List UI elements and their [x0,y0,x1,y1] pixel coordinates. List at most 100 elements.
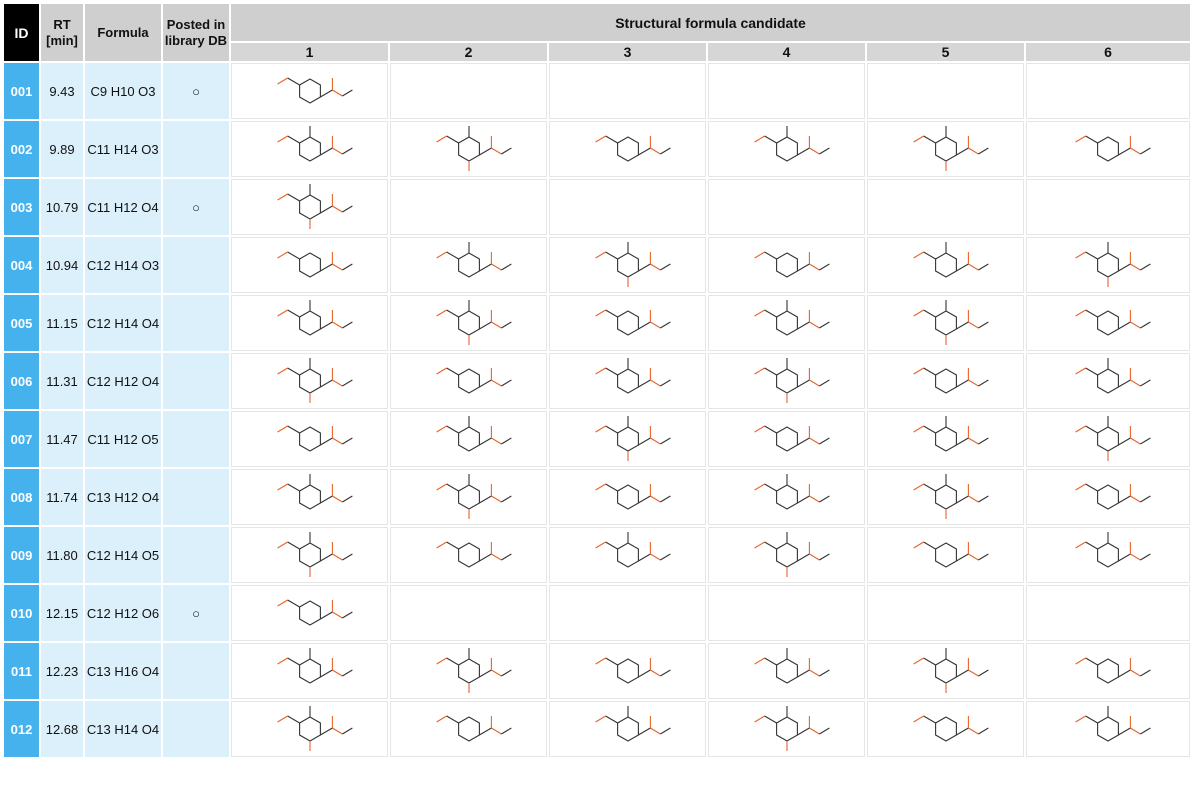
structure-image [391,122,546,176]
candidate-cell-4 [708,121,865,177]
candidate-cell-6 [1026,643,1190,699]
structure-image [1027,528,1189,582]
candidate-cell-3 [549,63,706,119]
structure-image [1027,354,1189,408]
candidate-cell-5 [867,63,1024,119]
candidate-cell-3 [549,179,706,235]
row-rt: 9.43 [41,63,83,119]
table-row: 009 11.80 C12 H14 O5 [4,527,1190,583]
row-posted-mark [163,353,229,409]
row-rt: 10.79 [41,179,83,235]
structure-image [550,122,705,176]
row-formula: C13 H12 O4 [85,469,161,525]
structure-image [391,528,546,582]
row-id: 001 [4,63,39,119]
candidate-cell-5 [867,527,1024,583]
candidate-cell-2 [390,527,547,583]
structure-image [868,702,1023,756]
row-posted-mark [163,411,229,467]
structure-image [232,470,387,524]
structure-image [391,354,546,408]
candidate-cell-5 [867,121,1024,177]
row-formula: C11 H12 O5 [85,411,161,467]
candidate-cell-5 [867,237,1024,293]
candidate-cell-3 [549,411,706,467]
structure-image [232,354,387,408]
candidate-cell-3 [549,469,706,525]
candidate-cell-5 [867,411,1024,467]
candidate-cell-1 [231,121,388,177]
table-row: 007 11.47 C11 H12 O5 [4,411,1190,467]
candidate-table: ID RT [min] Formula Posted in library DB… [2,2,1192,759]
structure-image [868,296,1023,350]
row-rt: 11.80 [41,527,83,583]
structure-image [1027,470,1189,524]
structure-image [868,354,1023,408]
candidate-cell-3 [549,701,706,757]
candidate-cell-4 [708,295,865,351]
candidate-cell-2 [390,295,547,351]
structure-image [1027,412,1189,466]
row-id: 007 [4,411,39,467]
candidate-cell-6 [1026,353,1190,409]
candidate-cell-5 [867,701,1024,757]
formula-header: Formula [85,4,161,61]
row-formula: C12 H14 O3 [85,237,161,293]
candidate-cell-6 [1026,295,1190,351]
row-posted-mark [163,121,229,177]
candidate-cell-1 [231,527,388,583]
structure-image [1027,702,1189,756]
row-posted-mark: ○ [163,585,229,641]
row-rt: 11.31 [41,353,83,409]
candidate-number-2: 2 [390,43,547,61]
structure-image [709,354,864,408]
candidate-cell-4 [708,179,865,235]
candidate-cell-2 [390,237,547,293]
row-rt: 11.15 [41,295,83,351]
row-formula: C9 H10 O3 [85,63,161,119]
structure-image [868,122,1023,176]
structure-image [232,644,387,698]
table-row: 006 11.31 C12 H12 O4 [4,353,1190,409]
row-formula: C13 H14 O4 [85,701,161,757]
candidate-number-5: 5 [867,43,1024,61]
candidate-cell-2 [390,121,547,177]
row-rt: 12.23 [41,643,83,699]
candidate-cell-3 [549,527,706,583]
candidate-cell-1 [231,353,388,409]
row-posted-mark: ○ [163,63,229,119]
candidate-cell-6 [1026,585,1190,641]
candidate-cell-1 [231,237,388,293]
structure-image [868,528,1023,582]
row-id: 012 [4,701,39,757]
structure-image [550,354,705,408]
structure-image [709,470,864,524]
table-row: 004 10.94 C12 H14 O3 [4,237,1190,293]
structure-image [232,586,387,640]
candidate-cell-2 [390,179,547,235]
structure-image [709,238,864,292]
candidate-cell-3 [549,353,706,409]
candidate-cell-3 [549,585,706,641]
row-posted-mark: ○ [163,179,229,235]
table-row: 005 11.15 C12 H14 O4 [4,295,1190,351]
structure-image [550,470,705,524]
candidate-cell-1 [231,63,388,119]
row-id: 011 [4,643,39,699]
structure-image [709,296,864,350]
row-rt: 10.94 [41,237,83,293]
table-row: 011 12.23 C13 H16 O4 [4,643,1190,699]
candidate-cell-2 [390,353,547,409]
row-id: 002 [4,121,39,177]
candidate-cell-4 [708,643,865,699]
candidate-cell-4 [708,701,865,757]
structure-image [1027,122,1189,176]
row-id: 010 [4,585,39,641]
row-posted-mark [163,295,229,351]
structure-image [550,238,705,292]
candidate-cell-2 [390,585,547,641]
structure-image [391,296,546,350]
row-id: 004 [4,237,39,293]
row-formula: C11 H12 O4 [85,179,161,235]
row-formula: C13 H16 O4 [85,643,161,699]
